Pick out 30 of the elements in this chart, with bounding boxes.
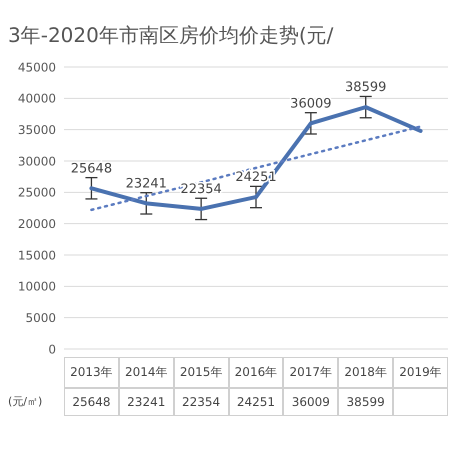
data-label: 22354 — [174, 388, 229, 416]
text: 38599 — [345, 80, 386, 96]
data-label: 24251 — [228, 388, 284, 416]
y-tick-label: 10000 — [18, 280, 56, 294]
y-tick-label: 40000 — [18, 92, 56, 106]
y-tick-label: 20000 — [18, 216, 56, 231]
x-tick-label: 2015年 — [174, 357, 229, 388]
text: 23241 — [126, 176, 167, 192]
y-tick-label: 15000 — [18, 248, 56, 262]
x-tick-label: 2019年 — [393, 357, 448, 388]
chart-title: 3年-2020年市南区房价均价走势(元/ — [8, 22, 334, 49]
data-label: 25648 — [64, 388, 119, 416]
text: 22354 — [180, 182, 222, 197]
text: 36009 — [290, 96, 332, 112]
y-tick-label: 25000 — [18, 186, 56, 200]
y-tick-label: 0 — [48, 342, 56, 356]
x-tick-label: 2016年 — [228, 357, 284, 388]
x-tick-label: 2014年 — [118, 357, 174, 388]
data-label: 38599 — [338, 388, 394, 416]
y-tick-label: 35000 — [18, 122, 56, 137]
x-tick-label: 2017年 — [283, 357, 338, 388]
x-tick-label: 2018年 — [338, 357, 394, 388]
y-tick-label: 30000 — [18, 154, 56, 168]
text: 25648 — [70, 161, 112, 176]
data-label: 36009 — [283, 388, 338, 416]
x-tick-label: 2013年 — [64, 357, 119, 388]
text: (元/㎡) — [8, 394, 44, 410]
data-label: 23241 — [118, 388, 174, 416]
y-tick-label: 5000 — [25, 310, 56, 325]
y-tick-label: 45000 — [18, 60, 56, 74]
